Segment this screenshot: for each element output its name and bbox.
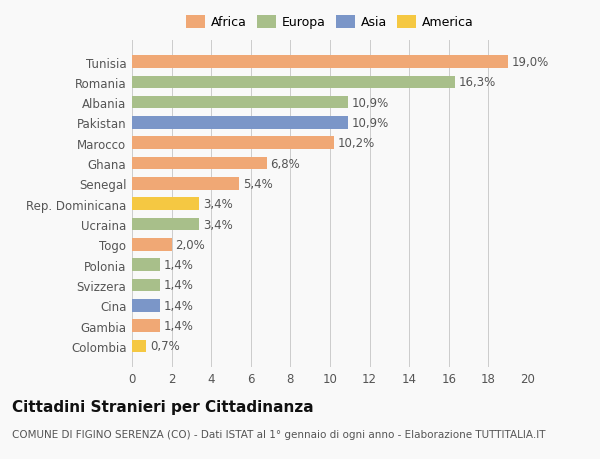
- Text: 3,4%: 3,4%: [203, 218, 233, 231]
- Text: 10,9%: 10,9%: [352, 117, 389, 130]
- Bar: [132, 76, 455, 89]
- Text: 6,8%: 6,8%: [271, 157, 301, 170]
- Bar: [132, 198, 199, 211]
- Text: 10,2%: 10,2%: [338, 137, 375, 150]
- Text: 19,0%: 19,0%: [512, 56, 550, 69]
- Bar: [132, 97, 348, 109]
- Text: 16,3%: 16,3%: [459, 76, 496, 89]
- Text: 2,0%: 2,0%: [176, 238, 205, 251]
- Text: 1,4%: 1,4%: [164, 299, 194, 312]
- Bar: [132, 56, 508, 69]
- Bar: [132, 137, 334, 150]
- Bar: [132, 157, 266, 170]
- Bar: [132, 218, 199, 231]
- Text: 10,9%: 10,9%: [352, 96, 389, 109]
- Text: 0,7%: 0,7%: [150, 340, 179, 353]
- Bar: [132, 340, 146, 353]
- Bar: [132, 117, 348, 129]
- Bar: [132, 319, 160, 332]
- Text: Cittadini Stranieri per Cittadinanza: Cittadini Stranieri per Cittadinanza: [12, 399, 314, 414]
- Text: 3,4%: 3,4%: [203, 198, 233, 211]
- Legend: Africa, Europa, Asia, America: Africa, Europa, Asia, America: [184, 13, 476, 32]
- Text: 5,4%: 5,4%: [243, 178, 272, 190]
- Text: 1,4%: 1,4%: [164, 258, 194, 272]
- Text: 1,4%: 1,4%: [164, 319, 194, 332]
- Bar: [132, 279, 160, 291]
- Text: 1,4%: 1,4%: [164, 279, 194, 292]
- Text: COMUNE DI FIGINO SERENZA (CO) - Dati ISTAT al 1° gennaio di ogni anno - Elaboraz: COMUNE DI FIGINO SERENZA (CO) - Dati IST…: [12, 429, 545, 439]
- Bar: [132, 259, 160, 271]
- Bar: [132, 178, 239, 190]
- Bar: [132, 299, 160, 312]
- Bar: [132, 239, 172, 251]
